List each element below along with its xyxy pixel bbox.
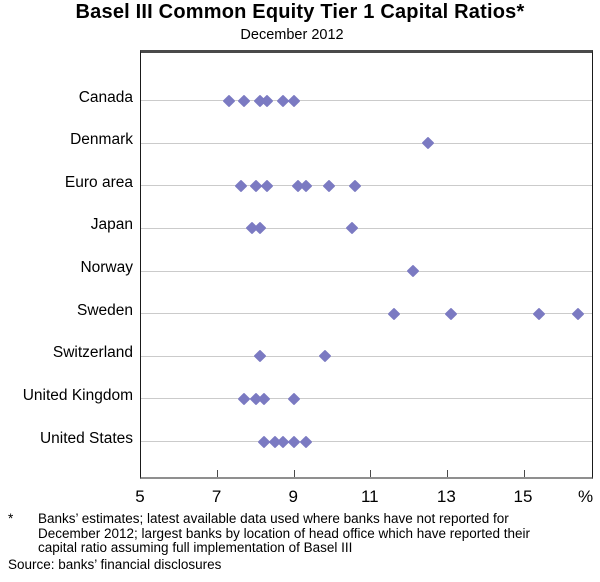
gridline bbox=[141, 227, 592, 229]
x-axis-tick-label: 5 bbox=[135, 487, 145, 506]
data-point-diamond bbox=[261, 179, 274, 193]
data-point-diamond bbox=[322, 179, 336, 193]
x-axis-tick bbox=[217, 470, 219, 477]
data-point-diamond bbox=[532, 307, 546, 321]
data-point-diamond bbox=[234, 179, 247, 193]
data-point-diamond bbox=[287, 94, 301, 107]
gridline bbox=[141, 441, 592, 443]
chart-subtitle: December 2012 bbox=[240, 27, 344, 43]
data-point-diamond bbox=[222, 94, 236, 107]
data-point-diamond bbox=[571, 307, 584, 321]
data-point-diamond bbox=[406, 264, 420, 278]
data-point-diamond bbox=[299, 435, 313, 448]
x-axis-tick bbox=[293, 470, 295, 477]
category-label-denmark: Denmark bbox=[70, 131, 133, 149]
data-point-diamond bbox=[421, 136, 435, 150]
category-label-united-states: United States bbox=[39, 429, 133, 447]
footnote-asterisk: * bbox=[8, 511, 14, 526]
data-point-diamond bbox=[387, 307, 401, 321]
gridline bbox=[141, 313, 592, 315]
x-axis-tick bbox=[370, 470, 372, 477]
x-axis-tick-label: 7 bbox=[211, 487, 222, 506]
x-axis-tick bbox=[523, 470, 525, 477]
data-point-diamond bbox=[318, 349, 332, 363]
data-point-diamond bbox=[253, 349, 267, 363]
x-axis-tick-label: 13 bbox=[436, 487, 456, 506]
data-point-diamond bbox=[349, 179, 362, 193]
data-point-diamond bbox=[345, 222, 359, 235]
x-axis-tick-label: 15 bbox=[513, 487, 533, 506]
data-point-diamond bbox=[444, 307, 458, 321]
gridline bbox=[141, 398, 592, 400]
data-point-diamond bbox=[257, 392, 270, 406]
plot-area bbox=[140, 50, 593, 479]
source-line: Source: banks’ financial disclosures bbox=[8, 557, 222, 572]
x-axis-tick bbox=[446, 470, 448, 477]
x-axis-unit-label: % bbox=[578, 487, 594, 506]
category-label-japan: Japan bbox=[90, 216, 133, 234]
footnote-text: Banks’ estimates; latest available data … bbox=[38, 511, 531, 555]
x-axis-tick-label: 9 bbox=[288, 487, 298, 506]
gridline bbox=[141, 100, 592, 101]
category-label-euro-area: Euro area bbox=[64, 173, 133, 191]
data-point-diamond bbox=[261, 94, 274, 107]
gridline bbox=[141, 185, 592, 187]
category-label-norway: Norway bbox=[80, 259, 133, 277]
footnote: * Banks’ estimates; latest available dat… bbox=[8, 511, 592, 556]
category-label-switzerland: Switzerland bbox=[52, 344, 133, 362]
data-point-diamond bbox=[238, 94, 251, 107]
data-point-diamond bbox=[299, 179, 313, 193]
x-axis-tick-label: 11 bbox=[360, 487, 379, 506]
category-label-sweden: Sweden bbox=[76, 301, 133, 319]
gridline bbox=[141, 142, 592, 144]
data-point-diamond bbox=[287, 392, 301, 406]
gridline bbox=[141, 355, 592, 357]
gridline bbox=[141, 270, 592, 272]
chart-title: Basel III Common Equity Tier 1 Capital R… bbox=[75, 1, 525, 23]
category-label-canada: Canada bbox=[78, 88, 133, 106]
category-label-united-kingdom: United Kingdom bbox=[22, 386, 133, 404]
